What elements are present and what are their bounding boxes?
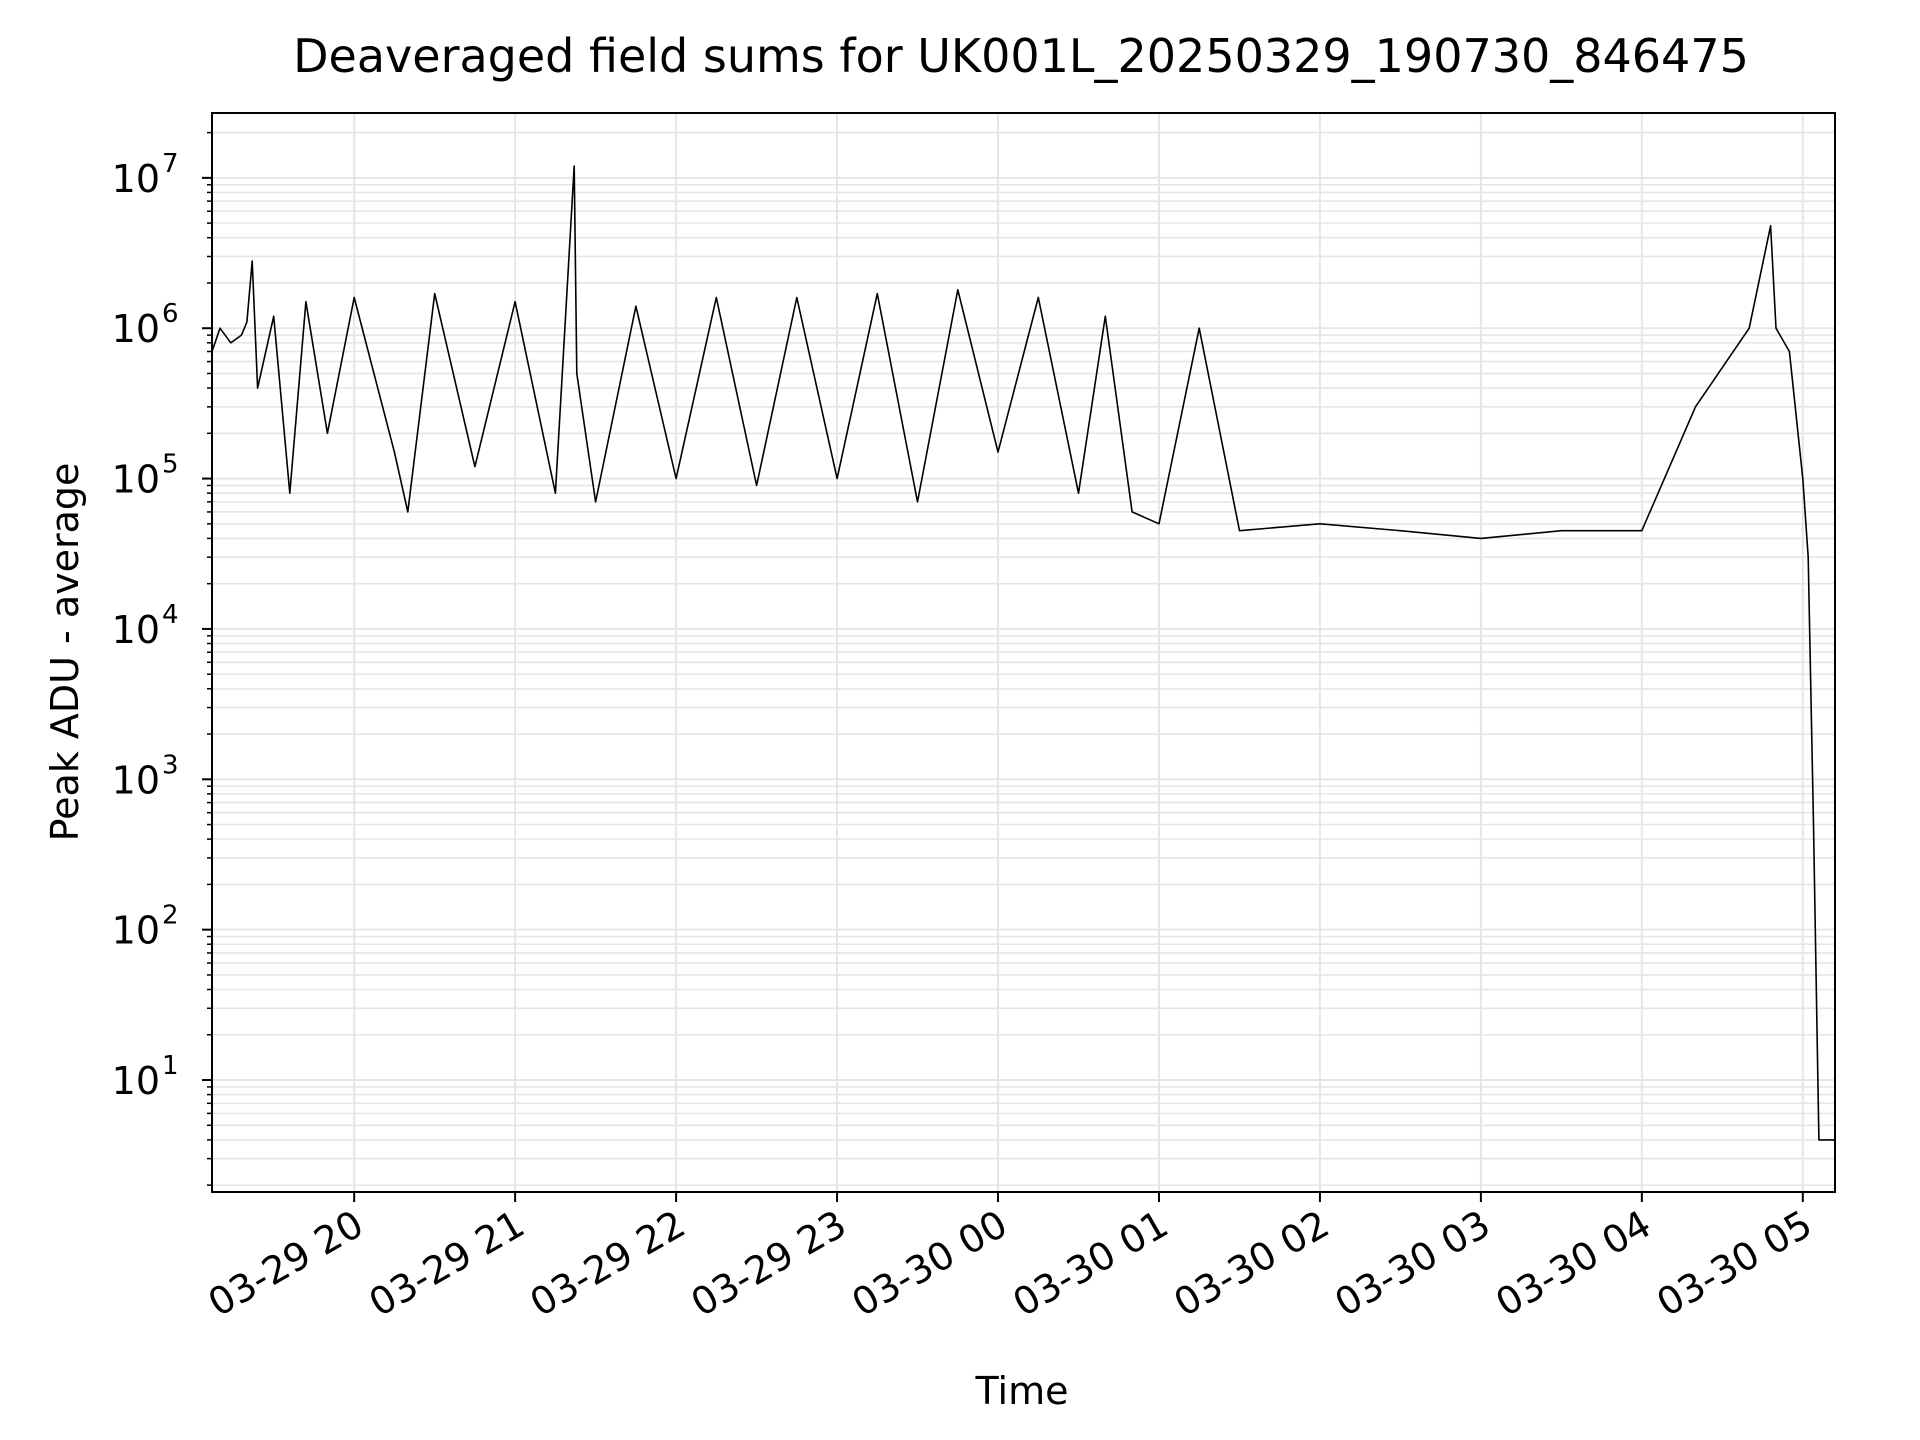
y-tick-label: 10 [112,307,160,351]
y-tick-label-exponent: 1 [162,1051,179,1081]
chart-title: Deaveraged field sums for UK001L_2025032… [293,29,1749,83]
y-tick-label: 10 [112,608,160,652]
series-layer [211,165,1835,1141]
y-tick-label: 10 [112,458,160,502]
y-tick-label: 10 [112,758,160,802]
y-tick-label-exponent: 2 [162,901,179,931]
y-tick-label-exponent: 7 [162,149,179,179]
series-line [211,165,1835,1141]
y-tick-label-exponent: 5 [162,450,179,480]
y-tick-label-exponent: 3 [162,750,179,780]
y-tick-label-exponent: 6 [162,299,179,329]
y-axis-label: Peak ADU - average [43,463,87,842]
y-tick-label: 10 [112,157,160,201]
grid [212,113,1835,1192]
y-tick-label: 10 [112,909,160,953]
x-axis-label: Time [975,1369,1069,1413]
y-tick-label: 10 [112,1059,160,1103]
y-tick-label-exponent: 4 [162,600,179,630]
